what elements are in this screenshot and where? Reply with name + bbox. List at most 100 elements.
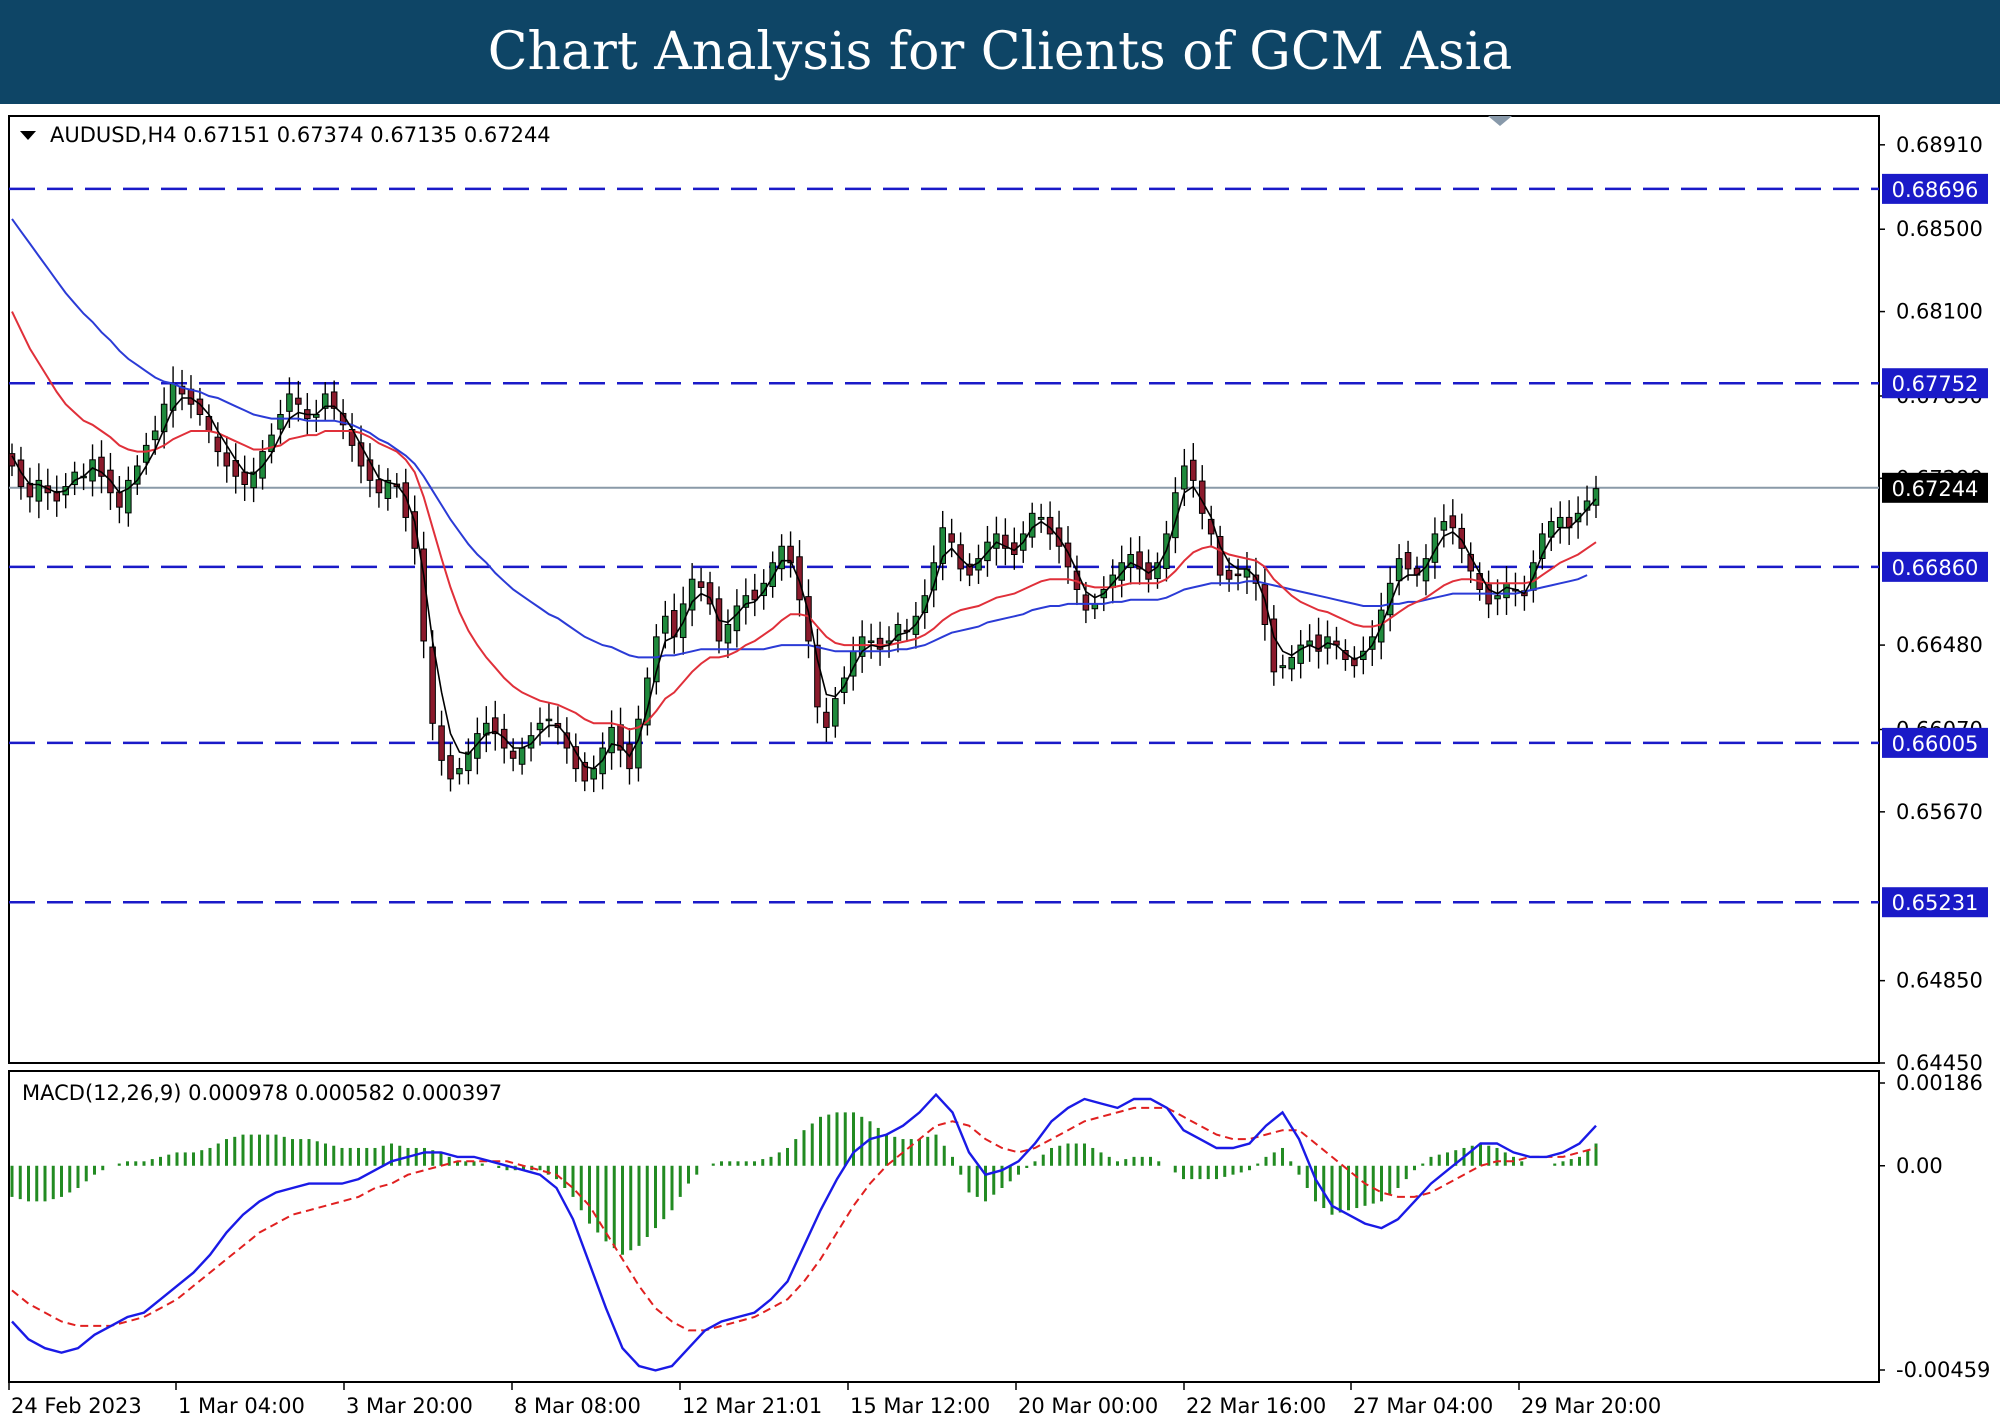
candle-body bbox=[518, 747, 526, 765]
candle-body bbox=[1279, 665, 1287, 669]
candle-body bbox=[214, 436, 222, 453]
candle-body bbox=[438, 725, 445, 761]
moving-average-mid bbox=[11, 311, 1597, 731]
candle-body bbox=[1037, 516, 1045, 520]
candle-body bbox=[769, 562, 776, 588]
candle-body bbox=[151, 430, 159, 441]
time-tick-label: 3 Mar 20:00 bbox=[346, 1394, 473, 1418]
candle-body bbox=[1234, 573, 1242, 577]
candle-body bbox=[581, 761, 589, 782]
price-tick-label: 0.66480 bbox=[1896, 633, 1983, 657]
candle-body bbox=[1404, 552, 1412, 570]
candle-body bbox=[1225, 569, 1233, 580]
time-tick-label: 8 Mar 08:00 bbox=[514, 1394, 641, 1418]
level-tag-bg bbox=[1882, 551, 1988, 582]
candle-body bbox=[1082, 594, 1090, 611]
macd-axis: 0.00186 0.00 -0.00459 bbox=[1879, 1071, 1990, 1382]
macd-tick-label: -0.00459 bbox=[1896, 1358, 1990, 1382]
current-price-tag-bg bbox=[1882, 472, 1988, 503]
level-tag-bg bbox=[1882, 173, 1988, 204]
chart-svg: 0.689100.685000.681000.676900.672900.664… bbox=[8, 115, 1990, 1418]
candle-body bbox=[957, 544, 964, 570]
candle-body bbox=[483, 722, 490, 736]
moving-average-slow bbox=[11, 218, 1588, 659]
candle-body bbox=[402, 482, 410, 518]
candle-body bbox=[366, 459, 374, 481]
candle-body bbox=[545, 718, 553, 722]
price-tick-label: 0.65670 bbox=[1896, 800, 1983, 824]
candle-body bbox=[1127, 554, 1134, 568]
candle-body bbox=[939, 527, 946, 564]
level-tag-label: 0.67752 bbox=[1892, 372, 1979, 396]
candle-body bbox=[1539, 533, 1546, 560]
level-tag-label: 0.66860 bbox=[1892, 556, 1979, 580]
macd-header: MACD(12,26,9) 0.000978 0.000582 0.000397 bbox=[22, 1081, 502, 1105]
chart-shift-marker bbox=[1488, 116, 1512, 126]
candle-body bbox=[241, 471, 248, 486]
candle-body bbox=[1556, 516, 1564, 529]
moving-average-fast bbox=[11, 397, 1597, 770]
macd-histogram-group bbox=[10, 1112, 1598, 1255]
candle-body bbox=[867, 640, 875, 643]
candle-body bbox=[1574, 512, 1582, 523]
candle-body bbox=[187, 388, 195, 405]
candle-body bbox=[894, 623, 902, 641]
macd-tick-label: 0.00 bbox=[1896, 1154, 1943, 1178]
candle-body bbox=[787, 545, 794, 564]
candles-group bbox=[8, 366, 1600, 793]
macd-tick-label: 0.00186 bbox=[1896, 1071, 1983, 1095]
candle-body bbox=[662, 615, 669, 634]
symbol-dropdown-icon[interactable] bbox=[20, 131, 36, 140]
candle-body bbox=[1288, 656, 1296, 670]
candle-body bbox=[116, 491, 123, 508]
candle-body bbox=[375, 479, 383, 494]
candle-body bbox=[697, 581, 705, 588]
candle-body bbox=[590, 768, 597, 780]
candle-body bbox=[644, 677, 651, 726]
candle-body bbox=[733, 605, 741, 632]
candle-body bbox=[1136, 551, 1143, 570]
candle-body bbox=[447, 755, 454, 780]
candle-body bbox=[429, 646, 436, 724]
time-tick-label: 22 Mar 16:00 bbox=[1186, 1394, 1326, 1418]
level-tags-group: 0.68696 0.67752 0.66860 0.66005 0.65231 bbox=[1882, 173, 1988, 918]
candle-body bbox=[993, 533, 1000, 549]
candle-body bbox=[966, 563, 973, 576]
candle-body bbox=[1297, 644, 1304, 664]
levels-group bbox=[9, 187, 1879, 904]
candle-body bbox=[295, 397, 302, 405]
level-tag-bg bbox=[1882, 887, 1988, 918]
candle-body bbox=[724, 623, 732, 644]
candle-body bbox=[1503, 582, 1510, 599]
candle-body bbox=[1440, 521, 1448, 531]
price-tick-label: 0.68500 bbox=[1896, 217, 1983, 241]
candle-body bbox=[411, 511, 418, 549]
level-tag-bg bbox=[1882, 368, 1988, 399]
current-price-tag: 0.67244 bbox=[1882, 472, 1988, 503]
time-tick-label: 1 Mar 04:00 bbox=[178, 1394, 305, 1418]
candle-body bbox=[1592, 488, 1600, 506]
candle-body bbox=[858, 636, 866, 657]
header-banner: Chart Analysis for Clients of GCM Asia bbox=[0, 0, 2000, 104]
candle-body bbox=[1270, 618, 1278, 673]
candle-body bbox=[751, 589, 759, 601]
candle-body bbox=[1181, 465, 1188, 490]
macd-panel-frame bbox=[8, 1070, 1880, 1383]
candle-body bbox=[250, 471, 257, 489]
candle-body bbox=[1216, 535, 1224, 576]
chart-symbol-header: AUDUSD,H4 0.67151 0.67374 0.67135 0.6724… bbox=[50, 123, 551, 147]
candle-body bbox=[1190, 459, 1197, 481]
candle-body bbox=[1368, 636, 1376, 650]
price-panel-frame bbox=[8, 115, 1880, 1064]
candle-body bbox=[160, 403, 168, 433]
candle-body bbox=[1351, 657, 1358, 667]
candle-body bbox=[491, 717, 499, 735]
price-tick-label: 0.68910 bbox=[1896, 133, 1983, 157]
candle-body bbox=[536, 722, 544, 731]
time-axis: 24 Feb 2023 1 Mar 04:00 3 Mar 20:00 8 Mar 0… bbox=[8, 1382, 1661, 1418]
macd-lines-group bbox=[11, 1092, 1597, 1372]
level-tag-bg bbox=[1882, 727, 1988, 758]
candle-body bbox=[277, 414, 284, 430]
price-tick-label: 0.64450 bbox=[1896, 1051, 1983, 1075]
candle-body bbox=[456, 768, 463, 775]
